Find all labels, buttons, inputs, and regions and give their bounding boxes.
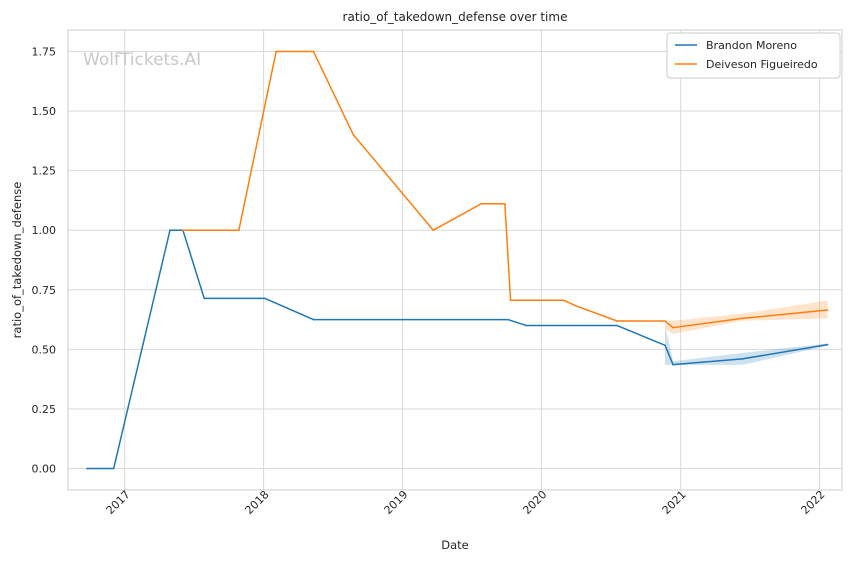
chart-title: ratio_of_takedown_defense over time: [343, 10, 568, 24]
y-axis-label: ratio_of_takedown_defense: [10, 182, 24, 339]
data-point-deiveson-figueiredo: [672, 326, 674, 329]
data-point-brandon-moreno: [616, 324, 618, 327]
data-point-deiveson-figueiredo: [432, 229, 435, 232]
y-tick-label: 0.00: [32, 463, 57, 476]
data-point-brandon-moreno: [203, 297, 206, 300]
y-tick-label: 1.75: [32, 45, 57, 58]
x-axis-label: Date: [441, 538, 469, 552]
legend-label-deiveson-figueiredo: Deiveson Figueiredo: [706, 58, 818, 71]
data-point-brandon-moreno: [169, 229, 171, 232]
data-point-deiveson-figueiredo: [238, 229, 240, 232]
data-point-brandon-moreno: [525, 324, 528, 327]
plot-frame: [67, 29, 843, 491]
data-point-brandon-moreno: [312, 318, 315, 321]
legend: Brandon Moreno Deiveson Figueiredo: [666, 32, 841, 79]
y-tick-label: 0.75: [32, 284, 57, 297]
y-tick-label: 1.00: [32, 224, 57, 237]
data-point-deiveson-figueiredo: [616, 320, 618, 322]
data-point-deiveson-figueiredo: [563, 299, 565, 302]
series-line-brandon-moreno: [87, 229, 828, 470]
data-point-brandon-moreno: [86, 467, 88, 470]
data-point-deiveson-figueiredo: [509, 299, 512, 302]
series-line-deiveson-figueiredo: [182, 50, 828, 329]
y-tick-labels: 0.00 0.25 0.50 0.75 1.00 1.25 1.50 1.75: [32, 45, 57, 475]
legend-box: [666, 32, 841, 79]
legend-label-brandon-moreno: Brandon Moreno: [706, 39, 797, 52]
data-point-brandon-moreno: [112, 467, 115, 470]
data-point-deiveson-figueiredo: [504, 202, 506, 205]
confidence-band-brandon-moreno: [665, 325, 828, 365]
data-point-deiveson-figueiredo: [826, 309, 829, 311]
series-lines: [86, 50, 829, 470]
data-point-deiveson-figueiredo: [574, 304, 577, 307]
data-point-brandon-moreno: [672, 363, 674, 366]
data-point-deiveson-figueiredo: [664, 320, 666, 322]
confidence-bands: [665, 300, 828, 365]
data-point-deiveson-figueiredo: [352, 134, 355, 136]
data-point-brandon-moreno: [507, 318, 509, 321]
y-tick-label: 0.50: [32, 343, 57, 356]
y-tick-label: 1.50: [32, 105, 57, 118]
y-tick-label: 1.25: [32, 165, 57, 178]
watermark: WolfTickets.AI: [83, 50, 201, 70]
data-point-deiveson-figueiredo: [312, 50, 315, 53]
data-point-deiveson-figueiredo: [275, 50, 277, 53]
data-point-brandon-moreno: [826, 343, 829, 346]
confidence-band-deiveson-figueiredo: [665, 300, 828, 334]
grid-layer: [68, 30, 842, 490]
data-point-deiveson-figueiredo: [182, 229, 184, 232]
data-point-brandon-moreno: [741, 358, 744, 360]
y-tick-label: 0.25: [32, 403, 57, 416]
data-point-deiveson-figueiredo: [480, 202, 483, 205]
data-point-deiveson-figueiredo: [741, 317, 744, 320]
data-point-brandon-moreno: [263, 297, 266, 300]
data-point-brandon-moreno: [664, 344, 666, 347]
